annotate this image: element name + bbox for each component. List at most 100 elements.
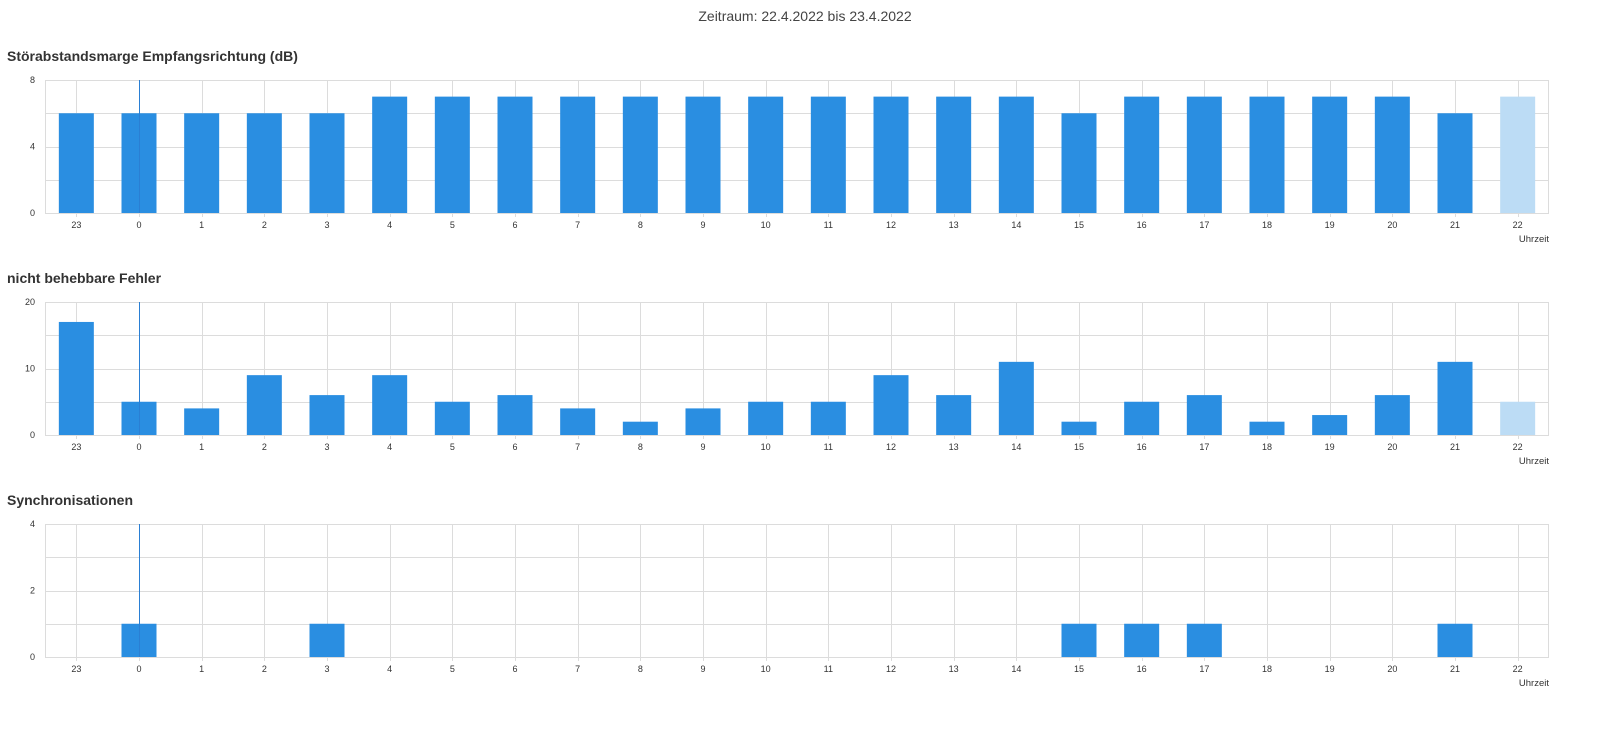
x-tick-label: 8 xyxy=(638,442,643,452)
x-tick-label: 22 xyxy=(1513,664,1523,674)
bar-9 xyxy=(685,96,721,213)
x-tick-label: 17 xyxy=(1199,220,1209,230)
x-tick-label: 3 xyxy=(324,664,329,674)
x-tick-label: 23 xyxy=(71,664,81,674)
y-tick-label: 8 xyxy=(30,75,35,85)
bar-10 xyxy=(748,96,784,213)
x-tick-label: 11 xyxy=(824,664,833,674)
x-tick-label: 16 xyxy=(1137,220,1147,230)
x-tick-label: 8 xyxy=(638,664,643,674)
x-tick-label: 15 xyxy=(1074,664,1084,674)
bar-6 xyxy=(497,96,533,213)
x-tick-label: 16 xyxy=(1137,664,1147,674)
bar-2 xyxy=(246,113,282,213)
x-tick-label: 17 xyxy=(1199,442,1209,452)
bar-19 xyxy=(1312,415,1348,435)
x-tick-label: 8 xyxy=(638,220,643,230)
x-tick-label: 5 xyxy=(450,442,455,452)
x-tick-label: 16 xyxy=(1137,442,1147,452)
x-tick-label: 5 xyxy=(450,664,455,674)
x-tick-label: 19 xyxy=(1325,442,1335,452)
bar-18 xyxy=(1249,421,1285,435)
x-tick-label: 10 xyxy=(761,664,771,674)
y-tick-label: 0 xyxy=(30,430,35,440)
y-tick-label: 4 xyxy=(30,142,35,152)
x-axis-label: Uhrzeit xyxy=(1519,234,1549,245)
x-tick-label: 7 xyxy=(575,442,580,452)
x-tick-label: 10 xyxy=(761,442,771,452)
bar-5 xyxy=(434,96,470,213)
bar-14 xyxy=(998,96,1034,213)
x-tick-label: 9 xyxy=(700,220,705,230)
bar-11 xyxy=(810,401,846,435)
x-tick-label: 15 xyxy=(1074,442,1084,452)
x-tick-label: 12 xyxy=(886,220,896,230)
bar-9 xyxy=(685,408,721,435)
x-tick-label: 3 xyxy=(324,442,329,452)
bar-10 xyxy=(748,401,784,435)
x-tick-label: 23 xyxy=(71,220,81,230)
y-tick-label: 0 xyxy=(30,208,35,218)
x-axis-label: Uhrzeit xyxy=(1519,678,1549,689)
x-tick-label: 2 xyxy=(262,442,267,452)
bar-20 xyxy=(1374,96,1410,213)
bar-7 xyxy=(560,408,596,435)
x-tick-label: 15 xyxy=(1074,220,1084,230)
y-tick-label: 2 xyxy=(30,586,35,596)
bar-17 xyxy=(1186,623,1222,657)
x-tick-label: 18 xyxy=(1262,220,1272,230)
bar-21 xyxy=(1437,361,1473,435)
x-tick-label: 21 xyxy=(1450,664,1460,674)
bar-1 xyxy=(184,408,220,435)
x-tick-label: 9 xyxy=(700,664,705,674)
x-tick-label: 0 xyxy=(136,220,141,230)
x-tick-label: 20 xyxy=(1387,442,1397,452)
x-tick-label: 18 xyxy=(1262,442,1272,452)
x-tick-label: 3 xyxy=(324,220,329,230)
x-tick-label: 4 xyxy=(387,442,392,452)
chart-title-sync: Synchronisationen xyxy=(7,492,134,508)
x-tick-label: 9 xyxy=(700,442,705,452)
x-tick-label: 0 xyxy=(136,664,141,674)
x-tick-label: 17 xyxy=(1199,664,1209,674)
y-tick-label: 10 xyxy=(25,364,35,374)
x-tick-label: 1 xyxy=(199,442,204,452)
x-tick-label: 22 xyxy=(1513,220,1523,230)
x-tick-label: 7 xyxy=(575,220,580,230)
x-tick-label: 18 xyxy=(1262,664,1272,674)
bar-12 xyxy=(873,96,909,213)
x-tick-label: 12 xyxy=(886,664,896,674)
bar-3 xyxy=(309,623,345,657)
bar-22 xyxy=(1500,401,1536,435)
y-tick-label: 20 xyxy=(25,297,35,307)
x-tick-label: 14 xyxy=(1011,220,1021,230)
bar-14 xyxy=(998,361,1034,435)
bar-6 xyxy=(497,395,533,435)
x-tick-label: 13 xyxy=(949,442,959,452)
bar-23 xyxy=(58,321,94,435)
x-tick-label: 2 xyxy=(262,664,267,674)
bar-2 xyxy=(246,375,282,435)
bar-15 xyxy=(1061,623,1097,657)
bar-8 xyxy=(622,96,658,213)
bar-7 xyxy=(560,96,596,213)
bar-4 xyxy=(372,96,408,213)
x-tick-label: 6 xyxy=(512,220,517,230)
x-tick-label: 14 xyxy=(1011,664,1021,674)
bar-18 xyxy=(1249,96,1285,213)
bar-15 xyxy=(1061,113,1097,213)
bar-11 xyxy=(810,96,846,213)
bar-5 xyxy=(434,401,470,435)
bar-16 xyxy=(1124,96,1160,213)
bar-8 xyxy=(622,421,658,435)
bar-17 xyxy=(1186,395,1222,435)
x-tick-label: 2 xyxy=(262,220,267,230)
bar-23 xyxy=(58,113,94,213)
x-tick-label: 12 xyxy=(886,442,896,452)
x-tick-label: 1 xyxy=(199,220,204,230)
chart-title-snr: Störabstandsmarge Empfangsrichtung (dB) xyxy=(7,48,298,64)
y-tick-label: 0 xyxy=(30,652,35,662)
x-tick-label: 19 xyxy=(1325,664,1335,674)
